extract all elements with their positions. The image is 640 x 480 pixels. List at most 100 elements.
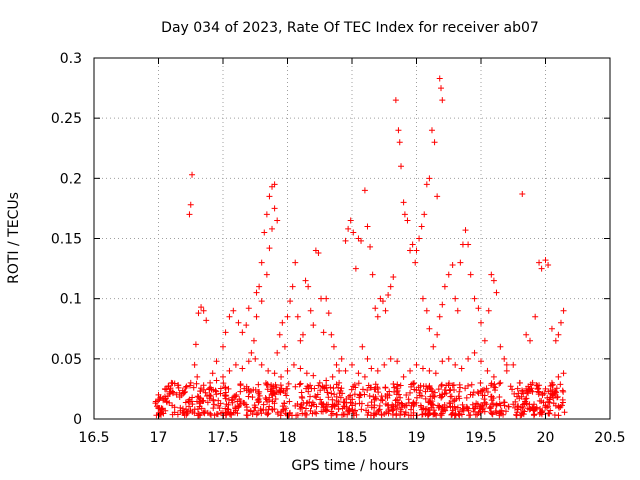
data-point [217, 390, 224, 397]
data-point [232, 393, 239, 400]
data-point [488, 393, 495, 400]
data-point [471, 295, 478, 302]
data-point [364, 223, 371, 230]
data-point [232, 405, 239, 412]
data-point [320, 401, 327, 408]
data-point [197, 385, 204, 392]
data-point [269, 392, 276, 399]
data-point [505, 403, 512, 410]
data-point [211, 401, 218, 408]
data-point [471, 349, 478, 356]
data-point [393, 412, 400, 419]
data-point [491, 381, 498, 388]
data-point [215, 402, 222, 409]
data-point [405, 412, 412, 419]
data-point [529, 379, 536, 386]
data-point [307, 307, 314, 314]
data-point [503, 361, 510, 368]
data-point [237, 388, 244, 395]
data-point [308, 403, 315, 410]
data-point [478, 358, 484, 365]
data-point [409, 241, 416, 248]
data-point [315, 249, 322, 256]
data-point [243, 322, 250, 329]
data-point [376, 402, 383, 409]
data-point [542, 257, 549, 264]
data-point [187, 201, 194, 208]
data-point [475, 305, 482, 312]
data-point [438, 381, 445, 388]
data-point [324, 389, 331, 396]
data-point [488, 410, 495, 417]
data-point [556, 404, 563, 411]
data-point [509, 386, 516, 393]
data-point [387, 355, 394, 362]
data-point [407, 406, 414, 413]
data-points [152, 75, 568, 419]
data-point [277, 382, 284, 389]
data-point [481, 337, 488, 344]
data-point [258, 361, 265, 368]
data-point [206, 395, 213, 402]
data-point [413, 247, 420, 254]
data-point [340, 411, 347, 418]
data-point [458, 411, 465, 418]
data-point [501, 355, 508, 362]
data-point [449, 261, 456, 268]
data-point [463, 403, 470, 410]
data-point [330, 343, 337, 350]
data-point [171, 380, 178, 387]
data-point [385, 292, 392, 299]
data-point [335, 384, 342, 391]
data-point [368, 399, 375, 406]
data-point [204, 409, 211, 416]
data-point [470, 408, 477, 415]
data-point [437, 411, 444, 418]
data-point [298, 389, 305, 396]
y-tick-label: 0.1 [60, 292, 82, 308]
data-point [521, 408, 528, 415]
x-tick-label: 16.5 [78, 430, 109, 446]
data-point [355, 370, 362, 377]
data-point [183, 383, 190, 390]
data-point [303, 370, 310, 377]
data-point [485, 307, 492, 314]
data-point [367, 412, 374, 419]
data-point [393, 391, 400, 398]
data-point [456, 408, 463, 415]
y-tick-label: 0.15 [51, 232, 82, 248]
data-point [272, 396, 279, 403]
data-point [523, 395, 530, 402]
data-point [263, 211, 270, 218]
data-point [203, 317, 210, 324]
data-point [278, 408, 285, 415]
data-point [397, 394, 404, 401]
data-point [496, 400, 503, 407]
data-point [156, 396, 163, 403]
data-point [333, 393, 340, 400]
data-point [510, 401, 517, 408]
data-point [552, 337, 559, 344]
data-point [313, 410, 320, 417]
data-point [329, 403, 336, 410]
data-point [294, 411, 301, 418]
data-point [501, 402, 508, 409]
data-point [467, 271, 474, 278]
data-point [287, 298, 294, 305]
data-point [538, 265, 545, 272]
data-point [329, 396, 336, 403]
data-point [274, 217, 281, 224]
data-point [422, 388, 429, 395]
data-point [174, 382, 181, 389]
data-point [245, 305, 252, 312]
data-point [520, 401, 527, 408]
data-point [421, 211, 428, 218]
data-point [510, 361, 517, 368]
data-point [264, 411, 271, 418]
data-point [346, 405, 353, 412]
data-point [419, 295, 426, 302]
data-point [198, 304, 205, 311]
data-point [438, 85, 445, 92]
data-point [204, 399, 211, 406]
